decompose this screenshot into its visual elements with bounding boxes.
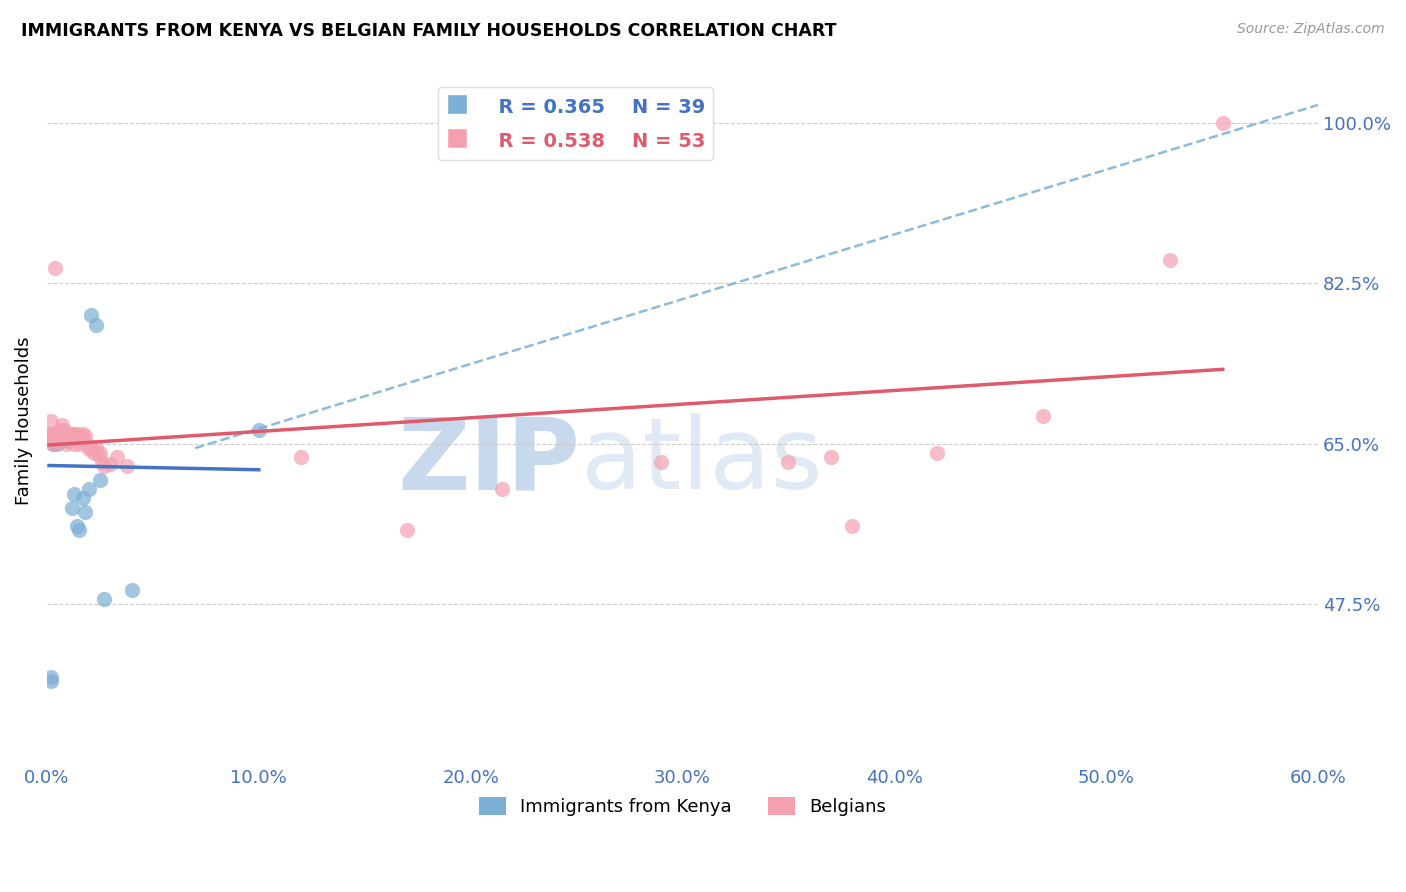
- Point: [44, 434, 66, 449]
- Point: [55, 436, 77, 450]
- Point: [84, 318, 107, 332]
- Point: [52, 423, 75, 437]
- Point: [42, 434, 65, 448]
- Point: [42, 436, 65, 450]
- Point: [650, 455, 672, 469]
- Point: [1159, 253, 1181, 268]
- Point: [91, 455, 114, 469]
- Point: [69, 429, 91, 443]
- Point: [105, 450, 128, 465]
- Point: [72, 427, 94, 442]
- Point: [67, 436, 90, 450]
- Y-axis label: Family Households: Family Households: [15, 336, 32, 505]
- Text: ZIP: ZIP: [398, 413, 581, 510]
- Legend: Immigrants from Kenya, Belgians: Immigrants from Kenya, Belgians: [471, 789, 894, 823]
- Point: [48, 429, 70, 443]
- Point: [87, 448, 110, 462]
- Point: [80, 309, 103, 323]
- Point: [63, 427, 86, 442]
- Text: atlas: atlas: [581, 413, 823, 510]
- Point: [247, 423, 270, 437]
- Point: [38, 431, 60, 445]
- Point: [77, 483, 100, 497]
- Point: [56, 434, 79, 448]
- Point: [56, 431, 79, 445]
- Point: [56, 429, 79, 443]
- Point: [38, 427, 60, 442]
- Point: [51, 431, 73, 445]
- Point: [52, 429, 75, 443]
- Point: [65, 427, 87, 442]
- Point: [55, 427, 77, 442]
- Point: [63, 487, 86, 501]
- Point: [56, 431, 79, 445]
- Point: [46, 436, 69, 450]
- Point: [60, 500, 83, 515]
- Point: [51, 418, 73, 433]
- Point: [46, 429, 69, 443]
- Point: [46, 431, 69, 445]
- Point: [1212, 116, 1234, 130]
- Point: [48, 427, 70, 442]
- Point: [83, 445, 105, 459]
- Point: [39, 427, 62, 442]
- Point: [52, 432, 75, 446]
- Point: [89, 473, 111, 487]
- Point: [44, 427, 66, 442]
- Point: [51, 427, 73, 442]
- Point: [51, 427, 73, 442]
- Point: [46, 432, 69, 446]
- Point: [39, 431, 62, 445]
- Point: [46, 434, 69, 448]
- Point: [77, 442, 100, 456]
- Point: [65, 519, 87, 533]
- Point: [42, 436, 65, 450]
- Point: [67, 524, 90, 538]
- Point: [84, 441, 107, 455]
- Point: [841, 519, 863, 533]
- Point: [76, 436, 98, 450]
- Point: [46, 429, 69, 443]
- Point: [60, 427, 83, 442]
- Point: [48, 423, 70, 437]
- Point: [46, 425, 69, 440]
- Text: Source: ZipAtlas.com: Source: ZipAtlas.com: [1237, 22, 1385, 37]
- Point: [925, 445, 948, 459]
- Point: [121, 582, 143, 597]
- Point: [117, 459, 139, 474]
- Point: [73, 505, 96, 519]
- Point: [39, 674, 62, 689]
- Point: [72, 491, 94, 506]
- Point: [38, 432, 60, 446]
- Point: [44, 260, 66, 275]
- Point: [820, 450, 842, 465]
- Point: [48, 434, 70, 448]
- Point: [89, 445, 111, 459]
- Point: [55, 432, 77, 446]
- Point: [778, 455, 800, 469]
- Point: [396, 524, 419, 538]
- Point: [52, 427, 75, 442]
- Point: [491, 483, 513, 497]
- Point: [39, 414, 62, 428]
- Point: [39, 670, 62, 684]
- Point: [44, 429, 66, 443]
- Point: [80, 441, 103, 455]
- Point: [59, 427, 82, 442]
- Point: [290, 450, 312, 465]
- Point: [63, 436, 86, 450]
- Point: [42, 427, 65, 442]
- Point: [56, 427, 79, 442]
- Point: [100, 457, 122, 471]
- Point: [93, 459, 115, 474]
- Point: [44, 427, 66, 442]
- Point: [73, 429, 96, 443]
- Text: IMMIGRANTS FROM KENYA VS BELGIAN FAMILY HOUSEHOLDS CORRELATION CHART: IMMIGRANTS FROM KENYA VS BELGIAN FAMILY …: [21, 22, 837, 40]
- Point: [42, 431, 65, 445]
- Point: [42, 429, 65, 443]
- Point: [1032, 409, 1054, 423]
- Point: [55, 429, 77, 443]
- Point: [93, 592, 115, 607]
